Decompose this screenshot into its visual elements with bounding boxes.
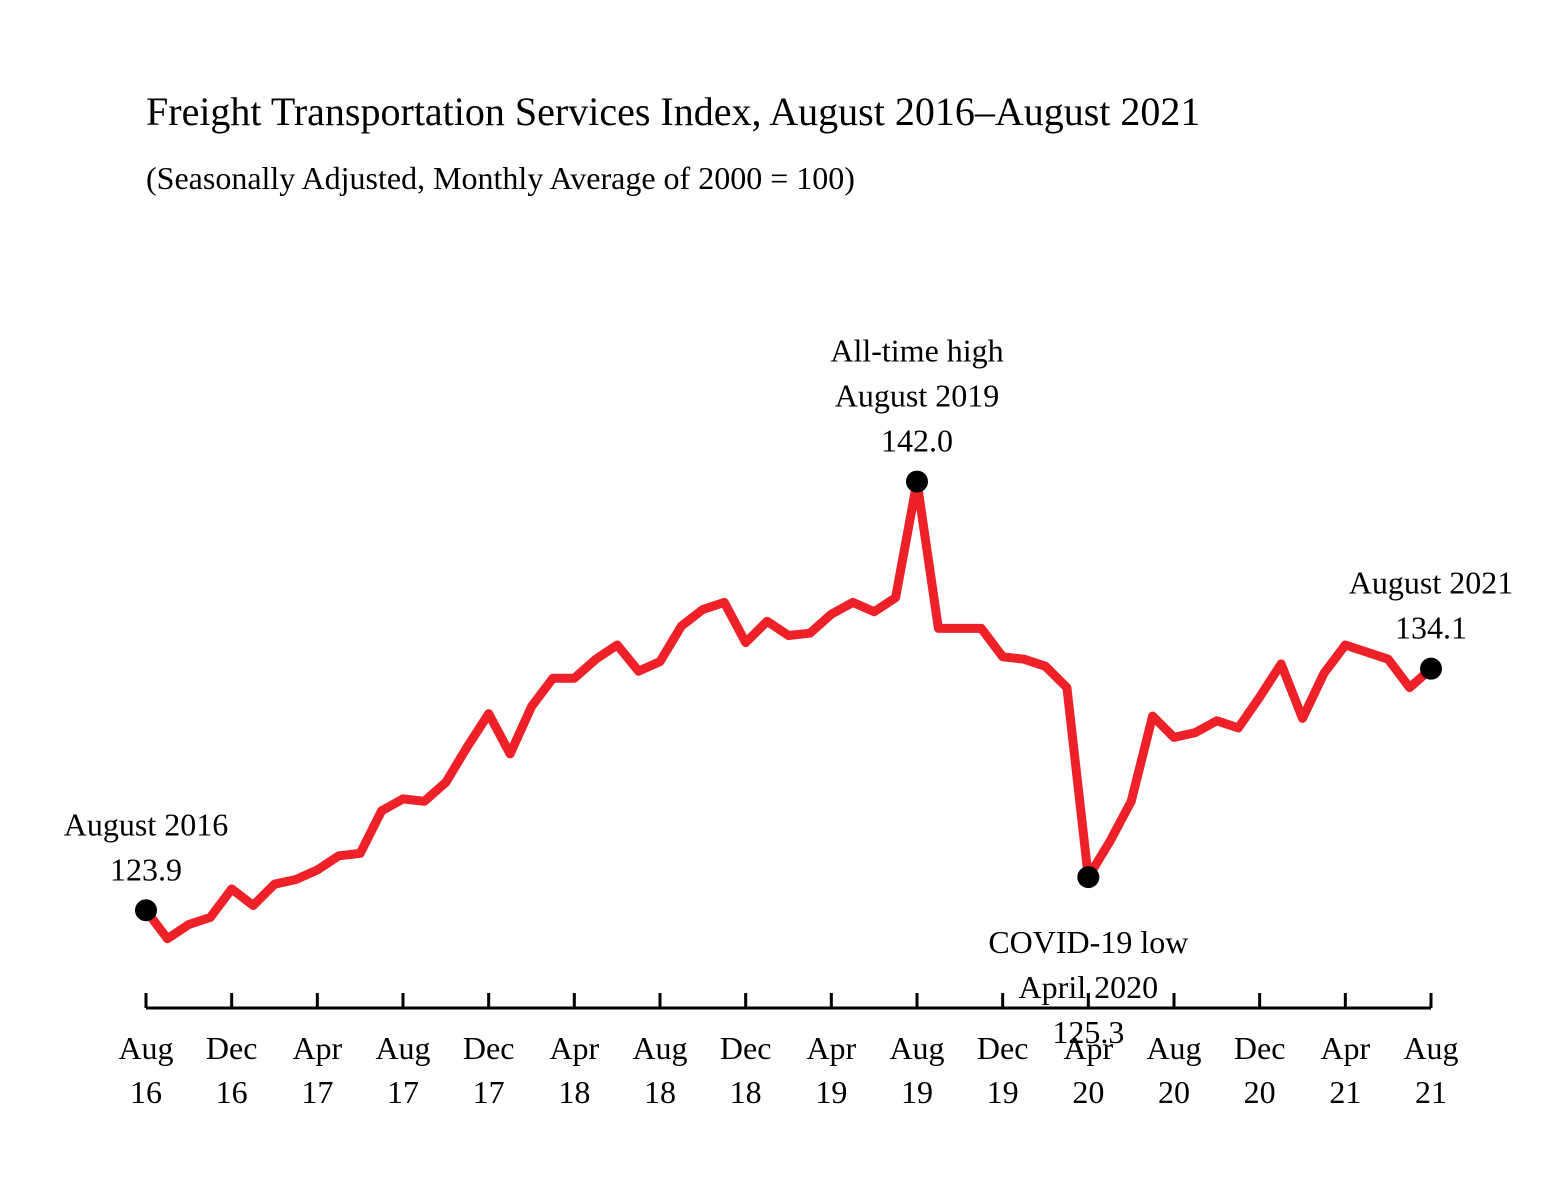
x-tick-label: Apr 17 [292,1030,342,1110]
annotation-start: August 2016 123.9 [64,806,228,887]
chart-title: Freight Transportation Services Index, A… [146,89,1201,134]
x-tick-label: Dec 18 [720,1030,772,1110]
x-tick-label: Apr 21 [1320,1030,1370,1110]
data-point-covid-low [1077,866,1100,889]
x-tick-label: Aug 18 [632,1030,687,1110]
series-line [141,477,1436,944]
x-tick-label: Apr 20 [1063,1030,1113,1110]
x-tick-label: Aug 16 [118,1030,173,1110]
chart-subtitle: (Seasonally Adjusted, Monthly Average of… [146,160,855,196]
annotation-end: August 2021 134.1 [1349,565,1513,646]
x-tick-label: Dec 19 [977,1030,1029,1110]
data-point-start [135,899,157,922]
x-tick-label: Dec 20 [1234,1030,1286,1110]
annotation-covid-low: COVID-19 low April 2020 125.3 [988,924,1188,1050]
annotation-layer: August 2016 123.9 All-time high August 2019… [64,333,1513,1051]
annotation-all-time-high: All-time high August 2019 142.0 [830,333,1003,459]
data-point-all-time-high [906,470,928,493]
data-point-end [1420,657,1442,680]
marker-layer [135,470,1442,922]
x-tick-label: Aug 19 [889,1030,944,1110]
x-tick-label: Apr 18 [549,1030,599,1110]
x-tick-label: Aug 20 [1146,1030,1201,1110]
x-tick-label: Aug 21 [1403,1030,1458,1110]
x-tick-label: Apr 19 [806,1030,856,1110]
x-tick-label: Aug 17 [375,1030,430,1110]
x-tick-label: Dec 17 [463,1030,515,1110]
x-axis: Aug 16 Dec 16 Apr 17 Aug 17 Dec 17 Apr 18 Aug 18 Dec 18… [118,993,1459,1110]
x-tick-label: Dec 16 [206,1030,258,1110]
series-layer [141,477,1436,944]
